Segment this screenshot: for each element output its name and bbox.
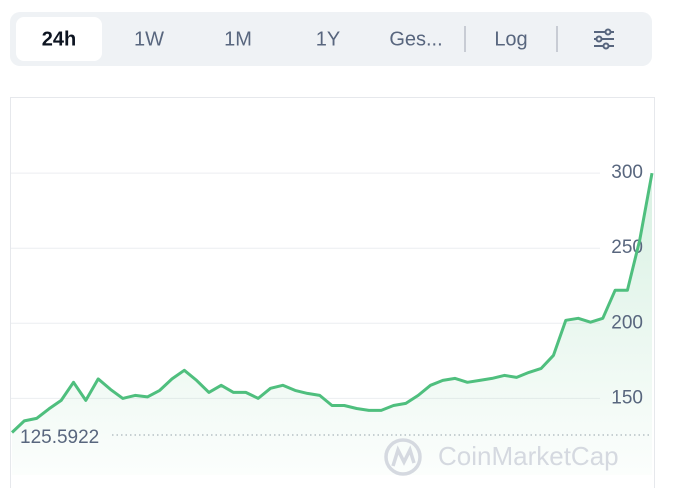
tab[interactable]: 1W bbox=[134, 28, 164, 50]
tab[interactable]: 24h bbox=[42, 28, 76, 50]
reference-label: 125.5922 bbox=[20, 427, 99, 448]
y-tick-label: 300 bbox=[611, 162, 643, 183]
active-tab-bg bbox=[16, 17, 102, 61]
y-tick-label: 200 bbox=[611, 312, 643, 333]
tab[interactable]: 1M bbox=[224, 28, 252, 50]
watermark: CoinMarketCap bbox=[438, 441, 619, 471]
settings-icon[interactable] bbox=[594, 28, 614, 50]
line bbox=[10, 172, 654, 434]
tab-bar bbox=[10, 12, 652, 66]
tab[interactable]: Ges... bbox=[389, 28, 442, 50]
tab[interactable]: Log bbox=[494, 28, 527, 50]
chart-panel bbox=[10, 97, 655, 493]
area bbox=[12, 173, 652, 475]
tab[interactable]: 1Y bbox=[316, 28, 340, 50]
y-tick-label: 150 bbox=[611, 387, 643, 408]
watermark-logo bbox=[384, 438, 422, 476]
